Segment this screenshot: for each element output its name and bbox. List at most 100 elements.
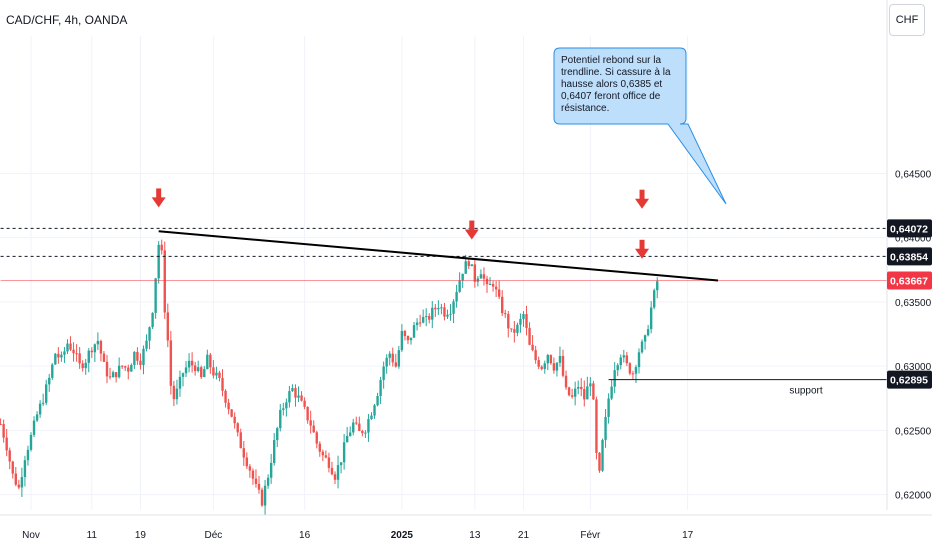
- y-tick-label: 0,62000: [895, 491, 932, 502]
- time-axis[interactable]: Nov 11 19 Déc 16 2025 13 21 Févr 17: [0, 514, 932, 541]
- price-level-label: 0,64072: [890, 223, 928, 235]
- candle-body: [117, 365, 121, 378]
- candle-body: [93, 344, 97, 353]
- candle-body: [84, 362, 87, 369]
- candle-body: [151, 312, 154, 328]
- horizontal-levels[interactable]: support: [0, 227, 887, 397]
- support-label: support: [789, 386, 823, 397]
- candle-body: [8, 450, 11, 462]
- arrow-shaft: [156, 188, 162, 200]
- arrow-shaft: [469, 220, 475, 232]
- down-arrow-icon[interactable]: [635, 189, 650, 209]
- candle-body: [60, 354, 63, 358]
- price-level-badge[interactable]: [887, 271, 932, 290]
- candle-body: [385, 357, 388, 367]
- candle-body: [352, 422, 355, 433]
- candle-body: [35, 414, 39, 421]
- candle-body: [63, 351, 66, 355]
- candle-body: [69, 343, 72, 350]
- candle-body: [224, 390, 227, 403]
- candle-body: [555, 362, 559, 371]
- trendline[interactable]: [158, 230, 719, 282]
- candle-body: [248, 466, 252, 471]
- candle-body: [300, 395, 303, 401]
- candle-body: [178, 376, 182, 389]
- down-arrow-icon[interactable]: [464, 220, 479, 240]
- chart-grid: [0, 36, 887, 510]
- y-tick-label: 0,63000: [895, 362, 932, 373]
- callout-bubble[interactable]: [553, 47, 727, 205]
- candle-body: [38, 403, 42, 415]
- arrow-markers[interactable]: [151, 188, 650, 259]
- candle-body: [470, 264, 473, 267]
- candle-body: [236, 423, 239, 433]
- candle-body: [160, 244, 163, 251]
- price-level-badge[interactable]: [887, 247, 932, 266]
- arrow-head: [464, 229, 479, 240]
- x-tick-label: 13: [469, 530, 481, 541]
- candle-body: [279, 409, 282, 429]
- candle-body: [78, 353, 81, 364]
- candle-body: [269, 462, 273, 478]
- candle-body: [552, 363, 556, 371]
- down-arrow-icon[interactable]: [151, 188, 166, 208]
- candle-body: [355, 422, 358, 424]
- candle-body: [124, 366, 127, 368]
- candle-body: [312, 425, 315, 433]
- symbol-title: CAD/CHF, 4h, OANDA: [6, 13, 128, 27]
- arrow-head: [635, 248, 650, 259]
- candle-body: [169, 340, 173, 386]
- candle-body: [315, 432, 318, 444]
- candle-body: [336, 465, 340, 480]
- candle-body: [233, 416, 236, 424]
- x-tick-label: 17: [682, 530, 694, 541]
- x-tick-label: Nov: [22, 530, 40, 541]
- candle-body: [437, 308, 440, 310]
- candle-body: [245, 457, 249, 467]
- candle-body: [525, 314, 528, 329]
- candle-body: [221, 377, 224, 391]
- candle-body: [339, 462, 343, 466]
- candle-body: [580, 386, 583, 390]
- candle-body: [428, 316, 431, 320]
- candle-body: [45, 384, 48, 403]
- callout-box[interactable]: [553, 47, 727, 205]
- candle-body: [242, 448, 245, 458]
- candle-body: [656, 281, 659, 291]
- price-level-badge[interactable]: [887, 219, 932, 238]
- candle-body: [443, 307, 446, 317]
- candle-body: [504, 313, 507, 315]
- candle-body: [75, 353, 78, 355]
- price-level-badge[interactable]: [887, 370, 932, 389]
- candle-body: [412, 325, 416, 338]
- candle-body: [48, 377, 51, 385]
- x-tick-label: 19: [135, 530, 147, 541]
- candle-body: [99, 340, 103, 354]
- candle-body: [622, 355, 625, 358]
- candle-body: [610, 386, 613, 399]
- candle-body: [577, 386, 580, 389]
- candle-body: [172, 385, 176, 400]
- price-axis[interactable]: 0,62000 0,62500 0,63000 0,63500 0,64000 0,645…: [886, 0, 932, 510]
- candle-body: [570, 395, 574, 397]
- candle-body: [491, 284, 495, 287]
- candle-body: [263, 485, 267, 506]
- down-arrow-icon[interactable]: [635, 239, 650, 259]
- candle-body: [288, 391, 291, 403]
- candle-body: [400, 330, 404, 351]
- candle-body: [528, 328, 531, 345]
- candle-body: [403, 330, 407, 337]
- candle-body: [519, 318, 522, 325]
- candle-body: [133, 351, 136, 365]
- candle-body: [306, 406, 309, 421]
- candle-body: [418, 322, 422, 324]
- trendline-group[interactable]: [158, 230, 719, 282]
- candle-body: [598, 452, 601, 471]
- candle-body: [294, 388, 297, 398]
- candle-body: [51, 364, 54, 378]
- currency-button[interactable]: CHF: [889, 4, 925, 36]
- candle-body: [482, 274, 486, 279]
- candle-body: [318, 443, 321, 452]
- candle-body: [108, 376, 112, 378]
